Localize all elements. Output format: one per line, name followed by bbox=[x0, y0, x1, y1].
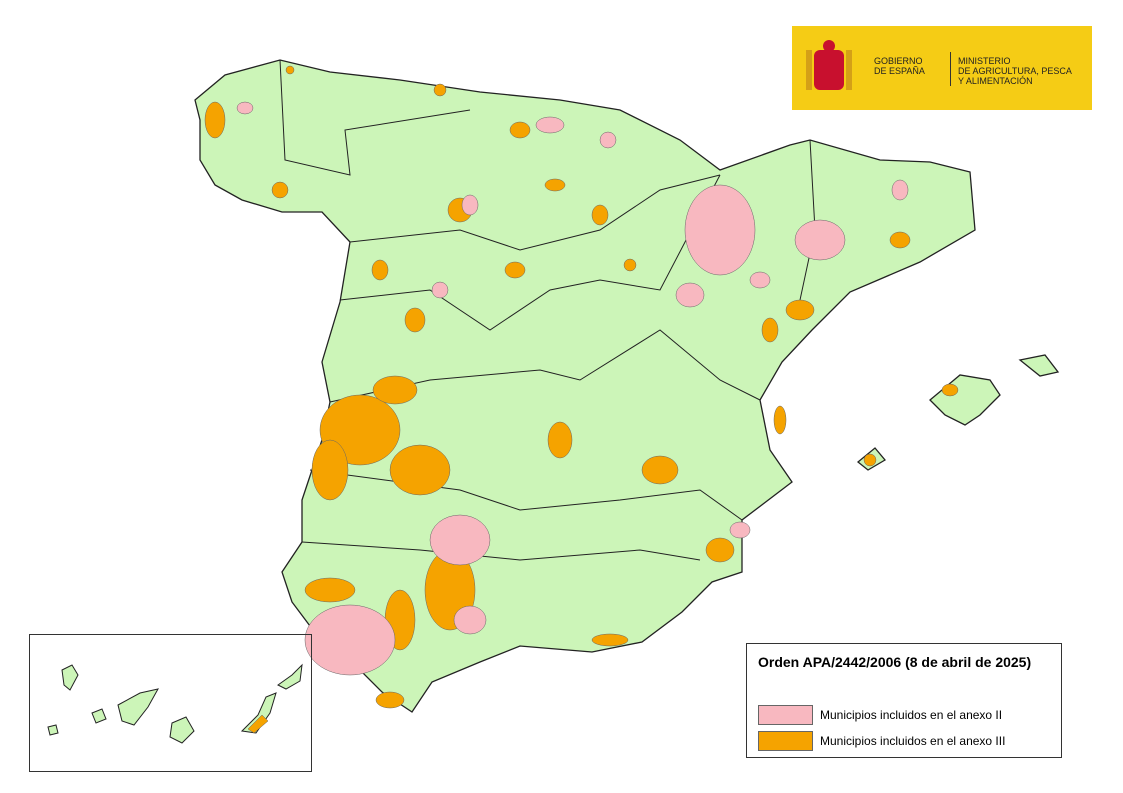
municipality bbox=[431, 281, 449, 299]
municipality bbox=[729, 521, 751, 539]
text-line: Y ALIMENTACIÓN bbox=[958, 76, 1033, 86]
spain-outline bbox=[194, 59, 976, 713]
text-line: MINISTERIO bbox=[958, 56, 1011, 66]
municipality bbox=[785, 299, 815, 321]
legend-label: Municipios incluidos en el anexo II bbox=[820, 708, 1003, 722]
municipality bbox=[535, 116, 565, 134]
divider bbox=[950, 52, 951, 86]
island bbox=[117, 688, 159, 726]
municipality bbox=[389, 444, 451, 496]
municipality bbox=[461, 194, 479, 216]
island bbox=[169, 716, 195, 744]
municipality bbox=[591, 204, 609, 226]
spain-mainland bbox=[194, 59, 1060, 713]
island bbox=[61, 664, 79, 691]
municipality bbox=[591, 633, 629, 647]
municipality bbox=[773, 405, 787, 435]
region-borders bbox=[279, 59, 816, 561]
pillar bbox=[806, 50, 812, 90]
border bbox=[279, 59, 471, 176]
gobierno-text: GOBIERNO DE ESPAÑA bbox=[874, 56, 925, 76]
legend-label: Municipios incluidos en el anexo III bbox=[820, 734, 1006, 748]
municipality bbox=[889, 231, 911, 249]
municipality bbox=[204, 101, 226, 139]
canary-map bbox=[47, 663, 303, 744]
municipality bbox=[684, 184, 756, 276]
municipality bbox=[547, 421, 573, 459]
legend-title: Orden APA/2442/2006 (8 de abril de 2025) bbox=[758, 654, 1032, 670]
border bbox=[301, 541, 701, 561]
mallorca bbox=[929, 374, 1001, 426]
ministerio-text: MINISTERIO DE AGRICULTURA, PESCA Y ALIMENT… bbox=[958, 56, 1072, 86]
island bbox=[91, 708, 107, 724]
municipality bbox=[453, 605, 487, 635]
text-line: DE ESPAÑA bbox=[874, 66, 925, 76]
municipality bbox=[304, 577, 356, 603]
island bbox=[240, 692, 277, 734]
municipality bbox=[749, 271, 771, 289]
municipality bbox=[891, 179, 909, 201]
text-line: DE AGRICULTURA, PESCA bbox=[958, 66, 1072, 76]
island bbox=[47, 724, 59, 736]
crown bbox=[823, 40, 835, 52]
municipality bbox=[285, 65, 295, 75]
municipality bbox=[544, 178, 566, 192]
legend: Orden APA/2442/2006 (8 de abril de 2025)… bbox=[746, 643, 1062, 758]
shield bbox=[814, 50, 844, 90]
municipality bbox=[404, 307, 426, 333]
municipality bbox=[641, 455, 679, 485]
municipality bbox=[247, 714, 269, 734]
municipality bbox=[504, 261, 526, 279]
municipality bbox=[941, 383, 959, 397]
coat-of-arms bbox=[806, 40, 852, 90]
municipalities bbox=[204, 65, 959, 709]
canary-inset bbox=[29, 634, 312, 772]
municipality bbox=[509, 121, 531, 139]
island bbox=[277, 663, 303, 690]
municipality bbox=[599, 131, 617, 149]
municipality bbox=[761, 317, 779, 343]
municipality bbox=[375, 691, 405, 709]
municipality bbox=[433, 83, 447, 97]
municipality bbox=[371, 259, 389, 281]
border bbox=[339, 174, 721, 331]
municipality bbox=[705, 537, 735, 563]
ministry-logo: GOBIERNO DE ESPAÑA MINISTERIO DE AGRICULTU… bbox=[792, 26, 1092, 110]
municipality bbox=[271, 181, 289, 199]
municipality bbox=[304, 604, 396, 676]
border bbox=[349, 174, 721, 251]
legend-swatch bbox=[758, 731, 813, 751]
municipality bbox=[863, 453, 877, 467]
text-line: GOBIERNO bbox=[874, 56, 923, 66]
municipality bbox=[623, 258, 637, 272]
legend-swatch bbox=[758, 705, 813, 725]
municipality bbox=[675, 282, 705, 308]
municipality bbox=[372, 375, 418, 405]
pillar bbox=[846, 50, 852, 90]
municipality bbox=[311, 439, 349, 501]
border bbox=[329, 329, 761, 403]
menorca bbox=[1018, 354, 1060, 377]
municipality bbox=[794, 219, 846, 261]
municipality bbox=[429, 514, 491, 566]
municipality bbox=[236, 101, 254, 115]
